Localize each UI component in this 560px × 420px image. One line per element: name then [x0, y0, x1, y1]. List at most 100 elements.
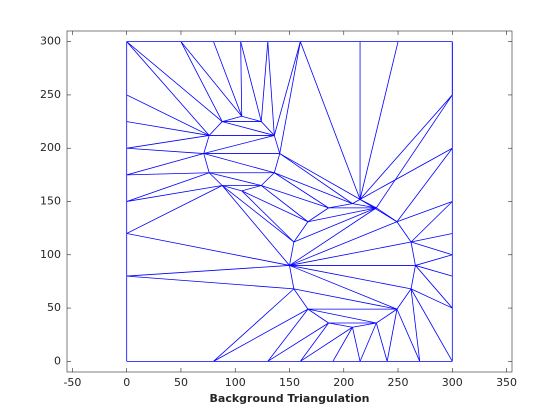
x-tick-label: 200	[333, 376, 354, 389]
mesh-edge	[203, 153, 210, 173]
mesh-edge	[375, 322, 388, 362]
mesh-edge	[307, 308, 329, 324]
x-tick-label: 100	[225, 376, 246, 389]
y-tick-label: 200	[40, 141, 61, 154]
mesh-edge	[352, 322, 377, 328]
mesh-edge	[299, 41, 361, 200]
mesh-edge	[208, 121, 223, 136]
mesh-edge	[213, 41, 243, 117]
mesh-edge	[222, 185, 242, 192]
mesh-edge	[126, 172, 210, 176]
mesh-edge	[375, 94, 453, 209]
mesh-edge	[289, 265, 412, 290]
mesh-edge	[261, 185, 329, 209]
mesh-edge	[352, 327, 361, 362]
mesh-edge	[307, 207, 377, 223]
mesh-edge	[213, 288, 295, 362]
mesh-edge	[359, 41, 399, 200]
mesh-edge	[396, 288, 412, 310]
mesh-edge	[359, 322, 377, 362]
mesh-edge	[307, 207, 329, 223]
y-tick-label: 0	[54, 354, 61, 367]
mesh-edge	[209, 172, 262, 186]
mesh-edge	[241, 185, 262, 192]
mesh-edge	[307, 308, 377, 324]
mesh-edge	[240, 41, 243, 117]
mesh-edge	[396, 221, 412, 243]
mesh-edge	[293, 288, 398, 310]
mesh-edge	[261, 172, 275, 186]
x-tick-label: 350	[496, 376, 517, 389]
chart-title: Background Triangulation	[210, 392, 370, 405]
mesh-edge	[410, 288, 453, 362]
mesh-edge	[222, 121, 275, 136]
mesh-edge	[260, 121, 275, 136]
mesh-edge	[274, 172, 329, 209]
mesh-edge	[222, 115, 242, 122]
mesh-edge	[359, 94, 453, 200]
mesh-edge	[126, 185, 223, 202]
mesh-edge	[126, 275, 294, 290]
y-tick-label: 300	[40, 35, 61, 48]
mesh-edge	[289, 241, 295, 266]
mesh-edge	[260, 41, 269, 122]
mesh-edge	[396, 147, 453, 222]
mesh	[126, 41, 453, 362]
mesh-edge	[126, 147, 204, 154]
y-tick-label: 50	[47, 301, 61, 314]
mesh-edge	[203, 135, 275, 154]
x-tick-label: 250	[388, 376, 409, 389]
mesh-edge	[267, 308, 309, 362]
mesh-edge	[300, 322, 329, 362]
mesh-edge	[273, 41, 301, 136]
mesh-edge	[221, 185, 295, 243]
mesh-edge	[332, 327, 353, 362]
mesh-edge	[203, 135, 210, 154]
x-tick-label: 0	[123, 376, 130, 389]
y-tick-label: 250	[40, 88, 61, 101]
mesh-edge	[213, 308, 309, 362]
mesh-edge	[279, 153, 353, 204]
mesh-edge	[279, 41, 301, 154]
mesh-edge	[126, 41, 223, 122]
mesh-edge	[289, 265, 398, 310]
mesh-edge	[279, 153, 361, 200]
mesh-edge	[289, 207, 377, 266]
mesh-edge	[180, 41, 243, 117]
mesh-edge	[273, 153, 281, 173]
y-tick-label: 150	[40, 195, 61, 208]
mesh-edge	[410, 265, 416, 289]
plot-area	[67, 31, 512, 372]
x-tick-label: 150	[279, 376, 300, 389]
mesh-edge	[328, 203, 353, 209]
mesh-edge	[241, 190, 309, 223]
mesh-edge	[126, 94, 210, 136]
mesh-edge	[274, 172, 353, 205]
mesh-edge	[273, 135, 281, 154]
mesh-edge	[267, 322, 329, 362]
mesh-edge	[396, 201, 453, 223]
y-tick-label: 100	[40, 248, 61, 261]
mesh-edge	[289, 221, 398, 266]
mesh-edge	[126, 121, 210, 136]
mesh-edge	[293, 207, 377, 243]
mesh-edge	[359, 147, 453, 200]
mesh-edge	[328, 322, 353, 328]
mesh-edge	[126, 172, 210, 202]
mesh-edge	[240, 41, 262, 122]
mesh-edge	[396, 308, 421, 362]
mesh-edge	[208, 172, 223, 186]
mesh-edge	[359, 199, 398, 223]
mesh-edge	[126, 185, 223, 234]
mesh-edge	[352, 199, 361, 204]
mesh-edge	[410, 241, 416, 266]
mesh-edge	[126, 135, 210, 149]
mesh-edge	[300, 326, 353, 362]
mesh-edge	[293, 288, 309, 310]
mesh-edge	[203, 153, 275, 174]
mesh-edge	[126, 41, 210, 136]
mesh-edge	[126, 153, 204, 176]
mesh-edge	[261, 185, 309, 223]
